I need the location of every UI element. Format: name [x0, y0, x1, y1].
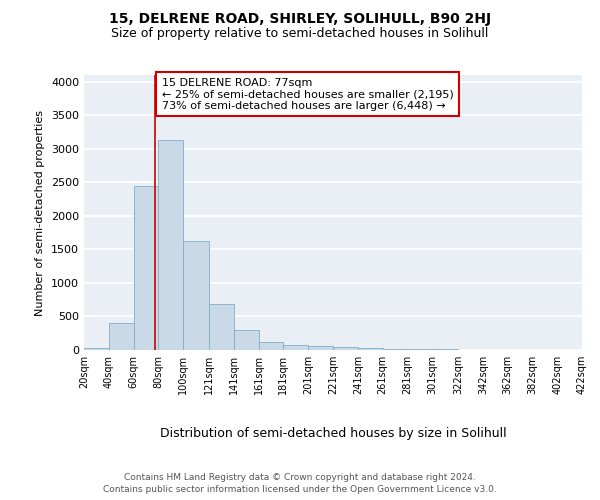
Bar — [308, 346, 333, 350]
Bar — [84, 348, 109, 350]
Text: 15 DELRENE ROAD: 77sqm
← 25% of semi-detached houses are smaller (2,195)
73% of : 15 DELRENE ROAD: 77sqm ← 25% of semi-det… — [162, 78, 454, 111]
Bar — [209, 304, 234, 350]
Text: Contains HM Land Registry data © Crown copyright and database right 2024.: Contains HM Land Registry data © Crown c… — [124, 472, 476, 482]
Bar — [234, 330, 259, 350]
Bar — [134, 186, 158, 350]
Bar — [259, 342, 283, 350]
Bar — [383, 348, 407, 350]
Bar — [358, 348, 383, 350]
Bar — [109, 323, 134, 350]
Text: Contains public sector information licensed under the Open Government Licence v3: Contains public sector information licen… — [103, 485, 497, 494]
Text: 15, DELRENE ROAD, SHIRLEY, SOLIHULL, B90 2HJ: 15, DELRENE ROAD, SHIRLEY, SOLIHULL, B90… — [109, 12, 491, 26]
Text: Distribution of semi-detached houses by size in Solihull: Distribution of semi-detached houses by … — [160, 428, 506, 440]
Bar — [333, 346, 358, 350]
Bar — [283, 346, 308, 350]
Y-axis label: Number of semi-detached properties: Number of semi-detached properties — [35, 110, 46, 316]
Text: Size of property relative to semi-detached houses in Solihull: Size of property relative to semi-detach… — [112, 28, 488, 40]
Bar — [183, 242, 209, 350]
Bar — [158, 140, 183, 350]
